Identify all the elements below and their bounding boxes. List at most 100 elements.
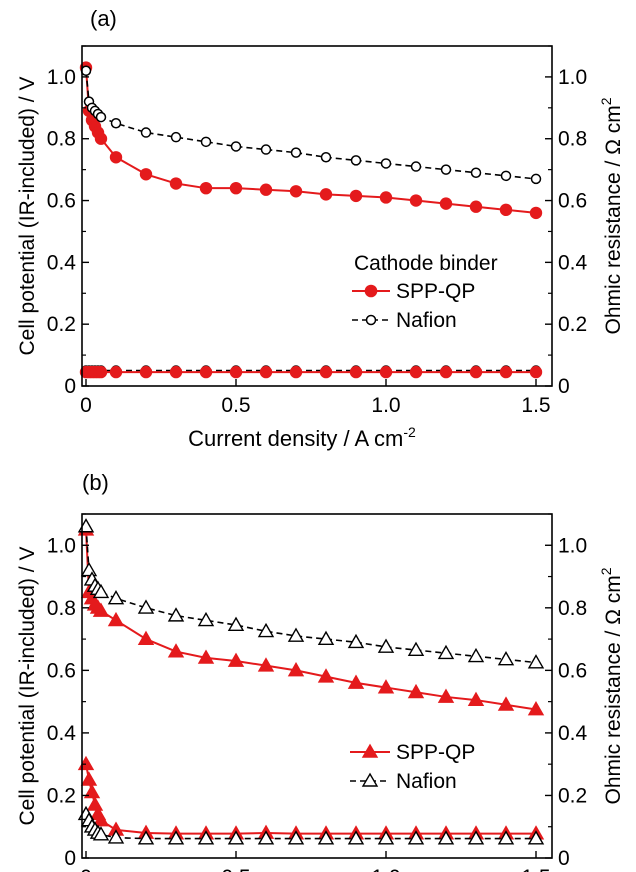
data-point-series-1 — [317, 630, 335, 646]
data-point-series-1 — [77, 518, 95, 533]
x-axis-label-text: Current density / A cm — [188, 426, 403, 451]
data-point-series-3 — [469, 365, 483, 379]
data-point-series-3 — [167, 830, 185, 845]
x-tick-label: 1.5 — [521, 866, 550, 872]
data-point-series-0 — [467, 691, 485, 707]
x-tick-label: 0 — [80, 394, 92, 417]
data-point-series-1 — [227, 616, 245, 631]
y-tick-label: 0 — [64, 847, 76, 870]
panel-label: (a) — [90, 6, 117, 31]
data-point-series-0 — [497, 696, 515, 711]
data-point-series-3 — [257, 830, 275, 845]
data-point-series-3 — [467, 830, 485, 845]
data-point-series-3 — [107, 829, 125, 844]
panel-a: (a) 0 0.5 1.0 1.5 0 0.2 0.4 0.6 0.8 1.0 0 0.2 0.4 0.6… — [16, 6, 625, 451]
y-tick-label: 0.4 — [47, 722, 77, 745]
data-point-series-3 — [319, 365, 333, 379]
legend-label-nafion: Nafion — [396, 309, 457, 332]
legend-label-spp-qp: SPP-QP — [396, 741, 475, 764]
y-tick-label: 0.8 — [47, 597, 76, 620]
legend-label-spp-qp: SPP-QP — [396, 280, 475, 303]
data-point-series-3 — [109, 365, 123, 379]
data-point-series-1 — [320, 152, 332, 163]
x-axis-label: Current density / A cm-2 — [188, 424, 416, 451]
y2-tick-label: 0.8 — [558, 128, 587, 151]
y-tick-label: 0.8 — [47, 128, 76, 151]
legend: SPP-QP Nafion — [350, 741, 475, 793]
y2-tick-label: 0.4 — [558, 722, 588, 745]
data-point-series-0 — [469, 200, 483, 213]
x-axis-label-sup: -2 — [403, 424, 416, 440]
y-axis-label: Cell potential (IR-included) / V — [16, 77, 39, 356]
y2-axis-label-text: Ohmic resistance / Ω cm — [602, 575, 625, 804]
data-point-series-1 — [92, 583, 110, 599]
y-tick-label: 0.2 — [47, 313, 76, 336]
data-point-series-3 — [499, 365, 513, 379]
data-point-series-0 — [407, 683, 425, 699]
y2-tick-label: 1.0 — [558, 66, 587, 89]
data-point-series-0 — [409, 194, 423, 207]
legend: Cathode binder SPP-QP Nafion — [352, 252, 498, 332]
data-point-series-0 — [227, 652, 245, 667]
data-point-series-0 — [349, 189, 363, 203]
data-point-series-0 — [199, 181, 213, 195]
plot-frame — [81, 45, 553, 387]
y2-tick-label: 0.2 — [558, 784, 587, 807]
x-tick-label: 0.5 — [221, 866, 250, 872]
data-point-series-1 — [80, 561, 98, 577]
data-point-series-1 — [350, 155, 362, 166]
data-point-series-1 — [140, 127, 152, 138]
y2-tick-label: 0.6 — [558, 659, 587, 682]
data-point-series-3 — [92, 826, 110, 841]
data-point-series-0 — [169, 177, 183, 190]
data-point-series-1 — [500, 170, 512, 182]
data-point-series-0 — [92, 602, 110, 617]
data-point-series-1 — [407, 641, 425, 656]
data-point-series-0 — [257, 657, 275, 672]
data-point-series-3 — [199, 365, 213, 379]
data-point-series-3 — [259, 365, 273, 379]
data-point-series-2 — [83, 783, 101, 799]
panel-b: (b) 0 0.5 1.0 1.5 0 0.2 0.4 0.6 0.8 1.0 0 0.2 0.4 0.6… — [16, 470, 625, 872]
data-point-series-1 — [80, 65, 92, 76]
data-point-series-0 — [437, 688, 455, 703]
data-point-series-0 — [107, 611, 125, 627]
data-point-series-3 — [317, 830, 335, 845]
series-line-3 — [85, 813, 536, 840]
y2-tick-label: 1.0 — [558, 534, 587, 557]
y2-tick-label: 0.4 — [558, 251, 588, 274]
data-point-series-3 — [379, 365, 393, 379]
y2-tick-label: 0.2 — [558, 313, 587, 336]
plot-frame — [81, 513, 553, 859]
data-point-series-1 — [260, 144, 272, 155]
data-point-series-0 — [287, 661, 305, 677]
data-point-series-0 — [377, 679, 395, 694]
data-point-series-0 — [197, 649, 215, 664]
data-point-series-1 — [167, 607, 185, 622]
y-tick-label: 0.6 — [47, 190, 76, 213]
y2-axis-label-sup: 2 — [598, 567, 614, 575]
data-point-series-1 — [497, 651, 515, 666]
data-point-series-2 — [86, 796, 104, 811]
data-point-series-3 — [289, 365, 303, 379]
data-point-series-1 — [347, 633, 365, 649]
data-point-series-0 — [139, 168, 153, 181]
data-point-series-3 — [377, 830, 395, 845]
y-tick-label: 0.4 — [47, 251, 77, 274]
data-point-series-0 — [527, 701, 545, 716]
data-point-series-3 — [94, 365, 108, 379]
data-point-series-1 — [377, 638, 395, 653]
data-point-series-1 — [257, 622, 275, 638]
y2-axis-label: Ohmic resistance / Ω cm2 — [598, 567, 625, 804]
y2-tick-label: 0 — [558, 847, 570, 870]
series-line-1 — [85, 70, 537, 180]
data-point-series-1 — [200, 136, 212, 148]
data-point-series-1 — [470, 167, 482, 178]
data-point-series-1 — [137, 599, 155, 614]
data-point-series-3 — [169, 365, 183, 379]
data-point-series-3 — [197, 830, 215, 845]
data-point-series-1 — [530, 173, 542, 185]
data-point-series-1 — [467, 647, 485, 663]
data-point-series-3 — [139, 365, 153, 379]
data-point-series-1 — [197, 611, 215, 627]
